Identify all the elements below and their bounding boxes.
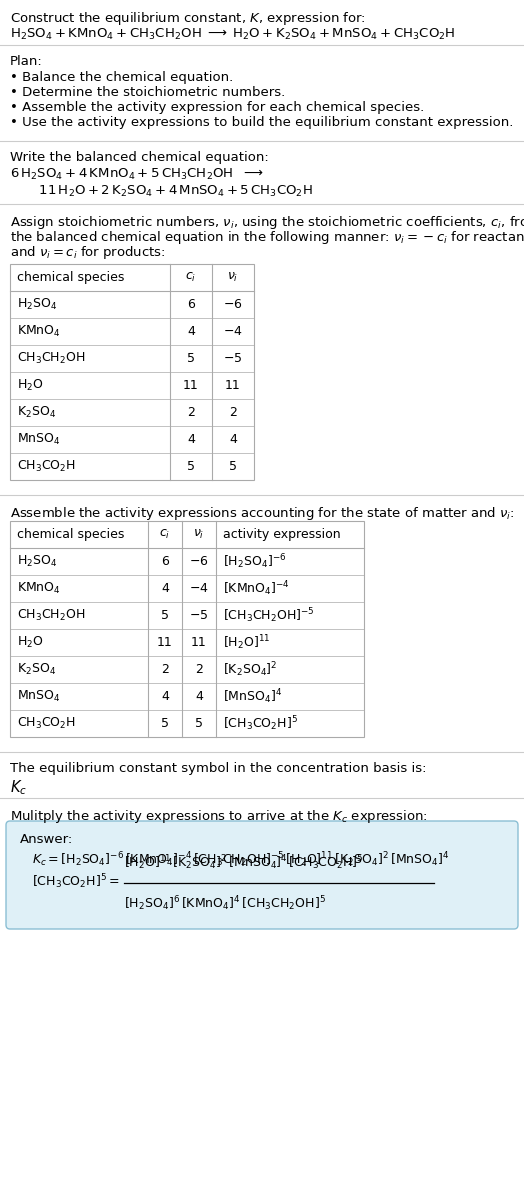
Text: $\mathrm{\quad 11\,H_2O + 2\,K_2SO_4 + 4\,MnSO_4 + 5\,CH_3CO_2H}$: $\mathrm{\quad 11\,H_2O + 2\,K_2SO_4 + 4… [26, 183, 313, 199]
Text: 5: 5 [187, 460, 195, 473]
Text: $[\mathrm{H_2O}]^{11}$: $[\mathrm{H_2O}]^{11}$ [223, 634, 270, 651]
Text: • Balance the chemical equation.: • Balance the chemical equation. [10, 71, 233, 85]
Text: $\mathrm{KMnO_4}$: $\mathrm{KMnO_4}$ [17, 581, 61, 596]
Text: $K_c$: $K_c$ [10, 778, 27, 797]
Text: $\mathrm{H_2SO_4}$: $\mathrm{H_2SO_4}$ [17, 297, 57, 312]
Text: chemical species: chemical species [17, 272, 124, 283]
Text: $\mathrm{K_2SO_4}$: $\mathrm{K_2SO_4}$ [17, 662, 56, 676]
Text: 11: 11 [183, 379, 199, 392]
Text: $\mathrm{K_2SO_4}$: $\mathrm{K_2SO_4}$ [17, 405, 56, 420]
Text: 2: 2 [161, 663, 169, 676]
Text: activity expression: activity expression [223, 528, 341, 541]
Text: $\mathrm{CH_3CO_2H}$: $\mathrm{CH_3CO_2H}$ [17, 459, 76, 474]
Text: $-5$: $-5$ [223, 353, 243, 364]
Text: $[\mathrm{H_2SO_4}]^{-6}$: $[\mathrm{H_2SO_4}]^{-6}$ [223, 553, 287, 570]
Text: $\mathrm{H_2O}$: $\mathrm{H_2O}$ [17, 635, 43, 650]
Text: $\mathrm{H_2O}$: $\mathrm{H_2O}$ [17, 378, 43, 393]
Text: 6: 6 [161, 555, 169, 568]
Text: 5: 5 [161, 609, 169, 622]
Text: 5: 5 [161, 717, 169, 730]
Text: 4: 4 [161, 690, 169, 703]
Text: 2: 2 [195, 663, 203, 676]
Text: $-4$: $-4$ [189, 582, 209, 596]
Text: 2: 2 [229, 406, 237, 419]
Text: Answer:: Answer: [20, 833, 73, 846]
Text: $[\mathrm{CH_3CO_2H}]^{5}$: $[\mathrm{CH_3CO_2H}]^{5}$ [223, 715, 298, 732]
Text: $\mathrm{MnSO_4}$: $\mathrm{MnSO_4}$ [17, 432, 61, 447]
Text: $\nu_i$: $\nu_i$ [193, 528, 205, 541]
Text: $[\mathrm{H_2O}]^{11}\,[\mathrm{K_2SO_4}]^{2}\,[\mathrm{MnSO_4}]^{4}\,[\mathrm{C: $[\mathrm{H_2O}]^{11}\,[\mathrm{K_2SO_4}… [124, 853, 364, 872]
Text: 4: 4 [195, 690, 203, 703]
Text: $[\mathrm{CH_3CO_2H}]^{5} = $: $[\mathrm{CH_3CO_2H}]^{5} = $ [32, 873, 119, 891]
Text: $\mathrm{6\,H_2SO_4 + 4\,KMnO_4 + 5\,CH_3CH_2OH}$  $\longrightarrow$: $\mathrm{6\,H_2SO_4 + 4\,KMnO_4 + 5\,CH_… [10, 167, 264, 182]
Text: Plan:: Plan: [10, 55, 43, 68]
Text: chemical species: chemical species [17, 528, 124, 541]
Text: $-5$: $-5$ [189, 609, 209, 622]
Text: The equilibrium constant symbol in the concentration basis is:: The equilibrium constant symbol in the c… [10, 762, 427, 775]
Text: $\mathrm{KMnO_4}$: $\mathrm{KMnO_4}$ [17, 324, 61, 339]
Text: $-6$: $-6$ [223, 298, 243, 311]
Text: 11: 11 [191, 636, 207, 649]
Text: Mulitply the activity expressions to arrive at the $K_c$ expression:: Mulitply the activity expressions to arr… [10, 807, 428, 825]
Text: 5: 5 [229, 460, 237, 473]
Text: $\mathrm{MnSO_4}$: $\mathrm{MnSO_4}$ [17, 688, 61, 704]
Bar [10, 520, 364, 737]
Text: 2: 2 [187, 406, 195, 419]
Text: 11: 11 [157, 636, 173, 649]
Text: 5: 5 [187, 353, 195, 364]
Text: $-6$: $-6$ [189, 555, 209, 568]
Text: 4: 4 [161, 582, 169, 596]
Text: $\mathrm{CH_3CH_2OH}$: $\mathrm{CH_3CH_2OH}$ [17, 351, 85, 366]
Text: $\mathrm{CH_3CH_2OH}$: $\mathrm{CH_3CH_2OH}$ [17, 607, 85, 623]
Text: Construct the equilibrium constant, $K$, expression for:: Construct the equilibrium constant, $K$,… [10, 10, 366, 27]
Bar [10, 264, 254, 480]
Text: $[\mathrm{H_2SO_4}]^{6}\,[\mathrm{KMnO_4}]^{4}\,[\mathrm{CH_3CH_2OH}]^{5}$: $[\mathrm{H_2SO_4}]^{6}\,[\mathrm{KMnO_4… [124, 894, 326, 912]
Text: Assign stoichiometric numbers, $\nu_i$, using the stoichiometric coefficients, $: Assign stoichiometric numbers, $\nu_i$, … [10, 214, 524, 231]
Text: $c_i$: $c_i$ [159, 528, 171, 541]
Text: $\mathrm{H_2SO_4}$: $\mathrm{H_2SO_4}$ [17, 554, 57, 569]
Text: • Use the activity expressions to build the equilibrium constant expression.: • Use the activity expressions to build … [10, 116, 514, 129]
Text: Write the balanced chemical equation:: Write the balanced chemical equation: [10, 151, 269, 164]
Text: $[\mathrm{CH_3CH_2OH}]^{-5}$: $[\mathrm{CH_3CH_2OH}]^{-5}$ [223, 606, 314, 625]
Text: 6: 6 [187, 298, 195, 311]
Text: $K_c = [\mathrm{H_2SO_4}]^{-6}\,[\mathrm{KMnO_4}]^{-4}\,[\mathrm{CH_3CH_2OH}]^{-: $K_c = [\mathrm{H_2SO_4}]^{-6}\,[\mathrm… [32, 850, 450, 868]
Text: $[\mathrm{MnSO_4}]^{4}$: $[\mathrm{MnSO_4}]^{4}$ [223, 687, 282, 706]
Text: • Determine the stoichiometric numbers.: • Determine the stoichiometric numbers. [10, 86, 285, 99]
Text: 4: 4 [187, 434, 195, 445]
Text: $[\mathrm{K_2SO_4}]^{2}$: $[\mathrm{K_2SO_4}]^{2}$ [223, 660, 278, 679]
Text: the balanced chemical equation in the following manner: $\nu_i = -c_i$ for react: the balanced chemical equation in the fo… [10, 229, 524, 247]
Text: • Assemble the activity expression for each chemical species.: • Assemble the activity expression for e… [10, 101, 424, 114]
Text: $\mathrm{H_2SO_4 + KMnO_4 + CH_3CH_2OH \;\longrightarrow\; H_2O + K_2SO_4 + MnSO: $\mathrm{H_2SO_4 + KMnO_4 + CH_3CH_2OH \… [10, 27, 455, 42]
Text: $-4$: $-4$ [223, 325, 243, 338]
FancyBboxPatch shape [6, 821, 518, 929]
Text: and $\nu_i = c_i$ for products:: and $\nu_i = c_i$ for products: [10, 244, 166, 261]
Text: 4: 4 [229, 434, 237, 445]
Text: 5: 5 [195, 717, 203, 730]
Text: $c_i$: $c_i$ [185, 270, 196, 283]
Text: $\nu_i$: $\nu_i$ [227, 270, 239, 283]
Text: $\mathrm{CH_3CO_2H}$: $\mathrm{CH_3CO_2H}$ [17, 716, 76, 731]
Text: 4: 4 [187, 325, 195, 338]
Text: Assemble the activity expressions accounting for the state of matter and $\nu_i$: Assemble the activity expressions accoun… [10, 505, 515, 522]
Text: 11: 11 [225, 379, 241, 392]
Text: $[\mathrm{KMnO_4}]^{-4}$: $[\mathrm{KMnO_4}]^{-4}$ [223, 579, 290, 598]
